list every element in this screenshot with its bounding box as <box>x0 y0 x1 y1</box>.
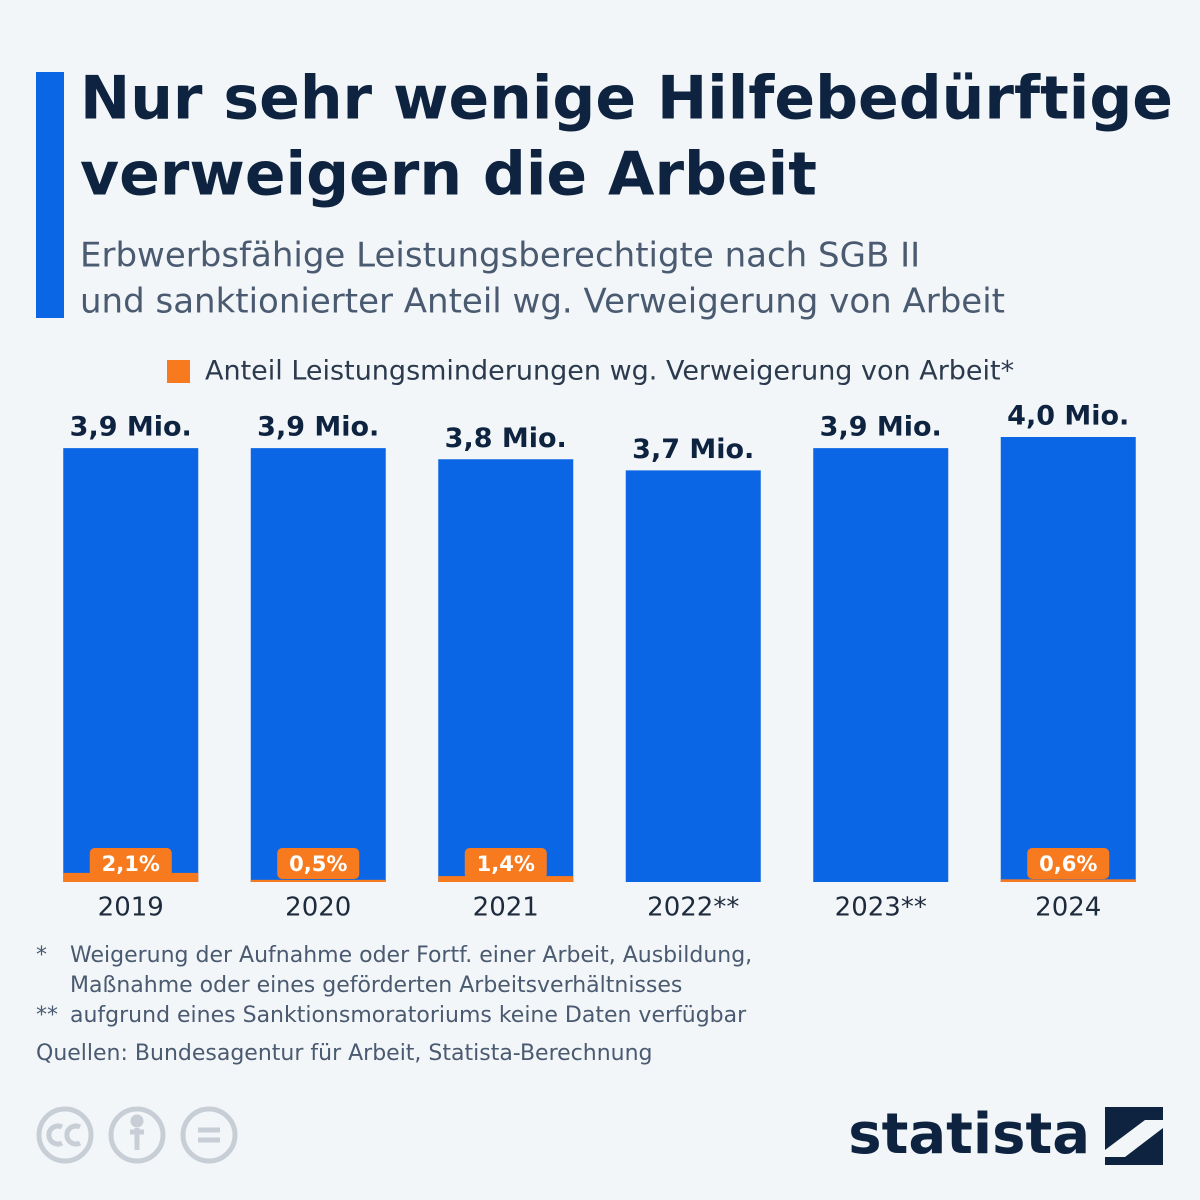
bar <box>250 448 386 882</box>
chart-subtitle: und sanktionierter Anteil wg. Verweigeru… <box>80 282 1005 322</box>
share-label-bg <box>1027 848 1110 879</box>
x-tick-label: 2021 <box>473 893 539 923</box>
brand: statista <box>848 1102 1090 1167</box>
share-label: 0,6% <box>1039 852 1097 876</box>
share-bar <box>250 879 386 882</box>
footnote: Weigerung der Aufnahme oder Fortf. einer… <box>70 943 752 968</box>
x-tick-label: 2024 <box>1035 893 1101 923</box>
footnote-marker: * <box>36 943 47 968</box>
share-label-bg <box>89 848 172 879</box>
source: Quellen: Bundesagentur für Arbeit, Stati… <box>36 1041 653 1066</box>
chart-title: Nur sehr wenige Hilfebedürftige <box>80 64 1173 134</box>
value-label: 4,0 Mio. <box>1007 401 1129 432</box>
bar <box>625 470 761 882</box>
bar <box>813 448 949 882</box>
share-label: 1,4% <box>477 852 535 876</box>
legend-swatch <box>167 360 190 383</box>
bar <box>1000 437 1136 882</box>
share-bar <box>438 876 574 882</box>
share-label: 2,1% <box>102 852 160 876</box>
share-label: 0,5% <box>289 852 347 876</box>
x-tick-label: 2020 <box>285 893 351 923</box>
value-label: 3,9 Mio. <box>70 412 192 443</box>
value-label: 3,9 Mio. <box>820 412 942 443</box>
chart-title: verweigern die Arbeit <box>80 140 817 210</box>
x-tick-label: 2023** <box>835 893 927 923</box>
share-bar <box>1000 879 1136 882</box>
footnote: Maßnahme oder eines geförderten Arbeitsv… <box>70 973 682 998</box>
license-icons <box>36 1106 238 1164</box>
value-label: 3,7 Mio. <box>632 434 754 465</box>
footnote-marker: ** <box>36 1003 58 1028</box>
legend-label: Anteil Leistungsminderungen wg. Verweige… <box>205 356 1014 387</box>
footnote: aufgrund eines Sanktionsmoratoriums kein… <box>70 1003 747 1028</box>
share-label-bg <box>464 848 547 879</box>
chart-subtitle: Erbwerbsfähige Leistungsberechtigte nach… <box>80 236 920 276</box>
x-tick-label: 2022** <box>647 893 739 923</box>
title-accent <box>36 72 64 318</box>
bar <box>63 448 199 882</box>
share-label-bg <box>277 848 360 879</box>
brand-logo <box>1105 1107 1163 1165</box>
value-label: 3,8 Mio. <box>445 423 567 454</box>
x-tick-label: 2019 <box>98 893 164 923</box>
value-label: 3,9 Mio. <box>257 412 379 443</box>
bar <box>438 459 574 882</box>
